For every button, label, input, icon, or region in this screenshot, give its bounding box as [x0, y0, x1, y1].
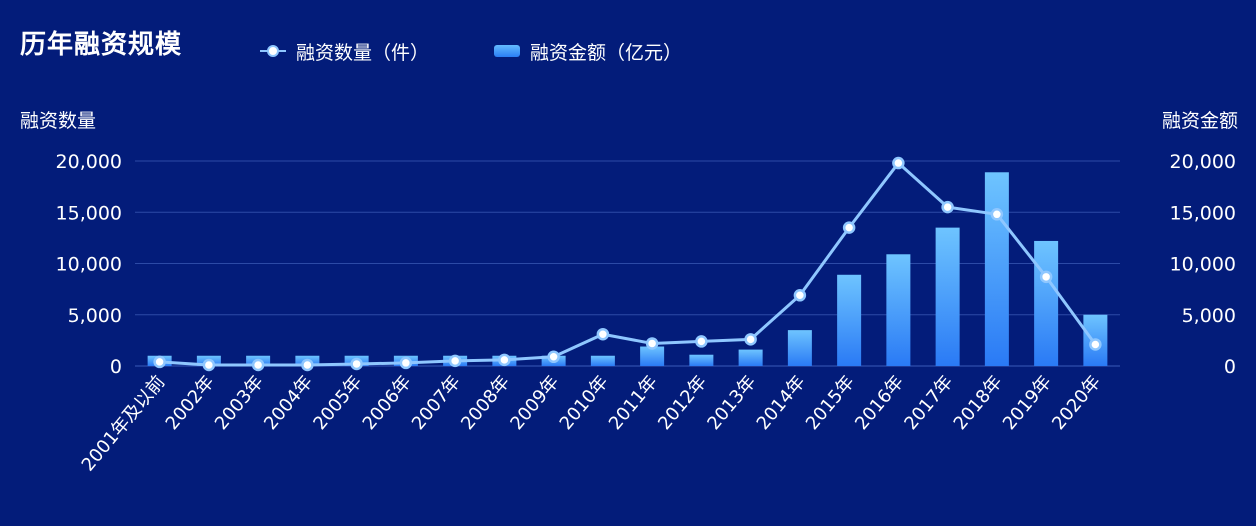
- y-left-tick-label: 0: [110, 356, 122, 378]
- y-right-tick-label: 10,000: [1170, 254, 1236, 276]
- line-point: [1039, 270, 1053, 284]
- x-tick-label: 2015年: [802, 372, 859, 434]
- line-point: [645, 337, 659, 350]
- x-tick-label: 2003年: [211, 372, 268, 434]
- x-tick-label: 2012年: [654, 372, 711, 434]
- chart-title: 历年融资规模: [20, 30, 183, 60]
- bar: [886, 254, 911, 366]
- line-point: [251, 358, 265, 372]
- bar: [787, 330, 812, 366]
- x-tick-label: 2019年: [999, 372, 1056, 434]
- line-marker-icon: [260, 44, 286, 58]
- line-point: [695, 335, 708, 348]
- line-point: [793, 289, 807, 302]
- y-right-tick-label: 15,000: [1170, 202, 1236, 224]
- line-point: [941, 200, 954, 214]
- line-point: [350, 357, 363, 371]
- line-point: [596, 327, 610, 341]
- x-tick-label: 2002年: [162, 372, 219, 434]
- x-tick-label: 2014年: [753, 372, 810, 434]
- x-tick-label: 2004年: [260, 372, 317, 434]
- bar: [640, 346, 665, 366]
- y-left-tick-label: 10,000: [56, 254, 122, 276]
- bar-marker-icon: [494, 45, 520, 57]
- line-point: [448, 354, 462, 368]
- y-axis-right-title: 融资金额: [1161, 110, 1238, 132]
- bar: [1034, 240, 1059, 366]
- y-left-tick-label: 15,000: [56, 202, 122, 224]
- x-tick-label: 2010年: [556, 372, 613, 434]
- y-right-tick-label: 5,000: [1182, 305, 1236, 327]
- x-tick-label: 2020年: [1048, 372, 1105, 434]
- line-point: [399, 356, 413, 370]
- x-tick-label: 2018年: [950, 372, 1007, 434]
- line-point: [301, 358, 314, 372]
- x-tick-label: 2013年: [703, 372, 760, 434]
- line-point: [498, 353, 511, 367]
- y-left-tick-label: 20,000: [56, 151, 122, 173]
- bar: [984, 172, 1009, 366]
- line-point: [1089, 338, 1102, 351]
- bar: [837, 274, 862, 366]
- line-point: [202, 358, 216, 372]
- x-tick-label: 2001年及以前: [78, 372, 170, 476]
- y-left-tick-label: 5,000: [68, 305, 122, 327]
- line-point: [990, 208, 1004, 221]
- legend-item-amount[interactable]: 融资金额（亿元）: [494, 37, 682, 65]
- legend-label-amount: 融资金额（亿元）: [530, 41, 683, 64]
- line-point: [547, 350, 560, 364]
- bar: [689, 354, 714, 366]
- line-point: [153, 355, 166, 369]
- legend-item-count[interactable]: 融资数量（件）: [260, 37, 429, 65]
- y-right-tick-label: 0: [1224, 356, 1236, 378]
- bar: [590, 355, 615, 366]
- bar: [935, 227, 960, 366]
- line-point: [842, 221, 856, 234]
- line-series-count: [159, 161, 1097, 367]
- x-tick-label: 2005年: [309, 372, 366, 434]
- x-tick-label: 2017年: [900, 372, 957, 434]
- legend-label-count: 融资数量（件）: [296, 41, 430, 64]
- x-tick-label: 2011年: [605, 372, 662, 434]
- line-point: [744, 333, 757, 346]
- x-tick-label: 2007年: [408, 372, 465, 434]
- x-tick-label: 2016年: [851, 372, 908, 434]
- x-tick-label: 2009年: [506, 372, 563, 434]
- x-tick-label: 2008年: [457, 372, 514, 434]
- y-right-tick-label: 20,000: [1170, 151, 1236, 173]
- bar: [738, 349, 763, 366]
- y-axis-left-title: 融资数量: [20, 110, 97, 132]
- x-tick-label: 2006年: [359, 372, 416, 434]
- line-point: [892, 156, 905, 170]
